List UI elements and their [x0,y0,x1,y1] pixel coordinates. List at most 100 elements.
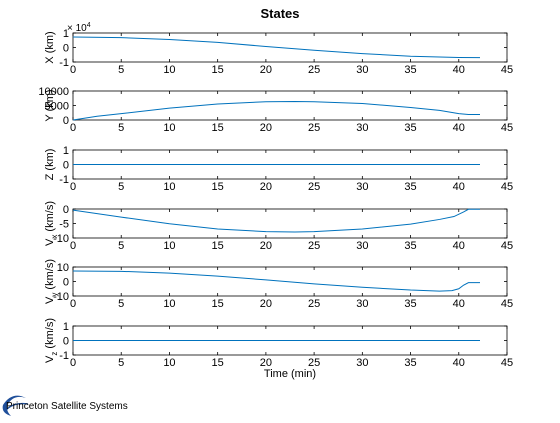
x-tick-label: 35 [404,240,416,252]
x-tick-label: 25 [308,298,320,310]
x-tick-label: 15 [212,298,224,310]
y-tick-label: -1 [59,174,69,186]
x-tick-label: 45 [501,122,513,134]
x-tick-label: 0 [70,122,76,134]
series-line-1 [72,36,481,59]
y-tick-label: -5 [59,219,69,231]
x-tick-label: 10 [163,122,175,134]
series-line-4 [72,208,480,233]
x-tick-label: 0 [70,298,76,310]
y-tick-label: -1 [59,350,69,362]
y-axis-label: Vx (km/s) [44,201,59,246]
y-tick-label: -10 [53,233,69,245]
y-tick-label: 0 [63,204,69,216]
y-tick-label: 0 [63,336,69,348]
x-tick-label: 45 [501,298,513,310]
x-tick-label: 35 [404,64,416,76]
x-tick-label: 20 [260,357,272,369]
figure-title: States [260,6,299,21]
x-tick-label: 10 [163,181,175,193]
x-tick-label: 45 [501,64,513,76]
x-tick-label: 40 [453,122,465,134]
y-tick-label: 1 [63,28,69,40]
y-tick-label: 0 [63,160,69,172]
x-tick-label: 45 [501,181,513,193]
series-line-5 [72,270,480,292]
y-tick-label: 0 [63,115,69,127]
x-tick-label: 0 [70,240,76,252]
x-tick-label: 20 [260,181,272,193]
x-tick-label: 45 [501,357,513,369]
y-tick-label: 5000 [45,101,69,113]
x-tick-label: 40 [453,64,465,76]
x-tick-label: 25 [308,122,320,134]
brand-logo: Princeton Satellite Systems [0,392,160,418]
x-tick-label: 15 [212,181,224,193]
y-axis-label: X (km) [44,31,56,63]
plot-area [72,208,508,239]
x-tick-label: 30 [356,64,368,76]
x-tick-label: 15 [212,64,224,76]
y-tick-label: 10 [57,262,69,274]
y-axis-label: Z (km) [44,149,56,181]
x-tick-label: 5 [118,122,124,134]
x-tick-label: 10 [163,240,175,252]
x-tick-label: 5 [118,64,124,76]
x-tick-label: 15 [212,122,224,134]
plot-area [72,90,508,121]
x-tick-label: 35 [404,298,416,310]
x-tick-label: 30 [356,240,368,252]
x-tick-label: 10 [163,298,175,310]
x-tick-label: 25 [308,181,320,193]
x-tick-label: 30 [356,357,368,369]
x-tick-label: 45 [501,240,513,252]
series-line-2 [72,100,480,121]
x-tick-label: 25 [308,240,320,252]
x-tick-label: 40 [453,181,465,193]
y-tick-label: 0 [63,277,69,289]
x-tick-label: 15 [212,357,224,369]
y-tick-label: 0 [63,43,69,55]
x-tick-label: 25 [308,64,320,76]
x-tick-label: 0 [70,357,76,369]
x-tick-label: 15 [212,240,224,252]
y-tick-label: 1 [63,321,69,333]
y-tick-label: 1 [63,145,69,157]
x-tick-label: 5 [118,240,124,252]
x-tick-label: 35 [404,122,416,134]
x-tick-label: 5 [118,357,124,369]
plot-area [72,32,508,63]
x-tick-label: 0 [70,64,76,76]
x-tick-label: 5 [118,181,124,193]
y-axis-label: Y (km) [44,89,56,121]
x-tick-label: 30 [356,298,368,310]
x-tick-label: 5 [118,298,124,310]
x-tick-label: 20 [260,240,272,252]
x-axis-label: Time (min) [264,368,316,380]
x-tick-label: 10 [163,64,175,76]
x-tick-label: 40 [453,357,465,369]
x-tick-label: 30 [356,181,368,193]
x-tick-label: 0 [70,181,76,193]
y-axis-label: Vy (km/s) [44,259,59,304]
y-tick-label: -1 [59,57,69,69]
y-tick-label: 10000 [38,86,69,98]
x-tick-label: 20 [260,64,272,76]
x-tick-label: 20 [260,298,272,310]
x-tick-label: 35 [404,357,416,369]
x-tick-label: 10 [163,357,175,369]
x-tick-label: 40 [453,240,465,252]
swoosh-logo-icon [2,395,29,416]
x-tick-label: 20 [260,122,272,134]
x-tick-label: 40 [453,298,465,310]
x-tick-label: 25 [308,357,320,369]
y-multiplier-label: × 104 [67,22,91,34]
